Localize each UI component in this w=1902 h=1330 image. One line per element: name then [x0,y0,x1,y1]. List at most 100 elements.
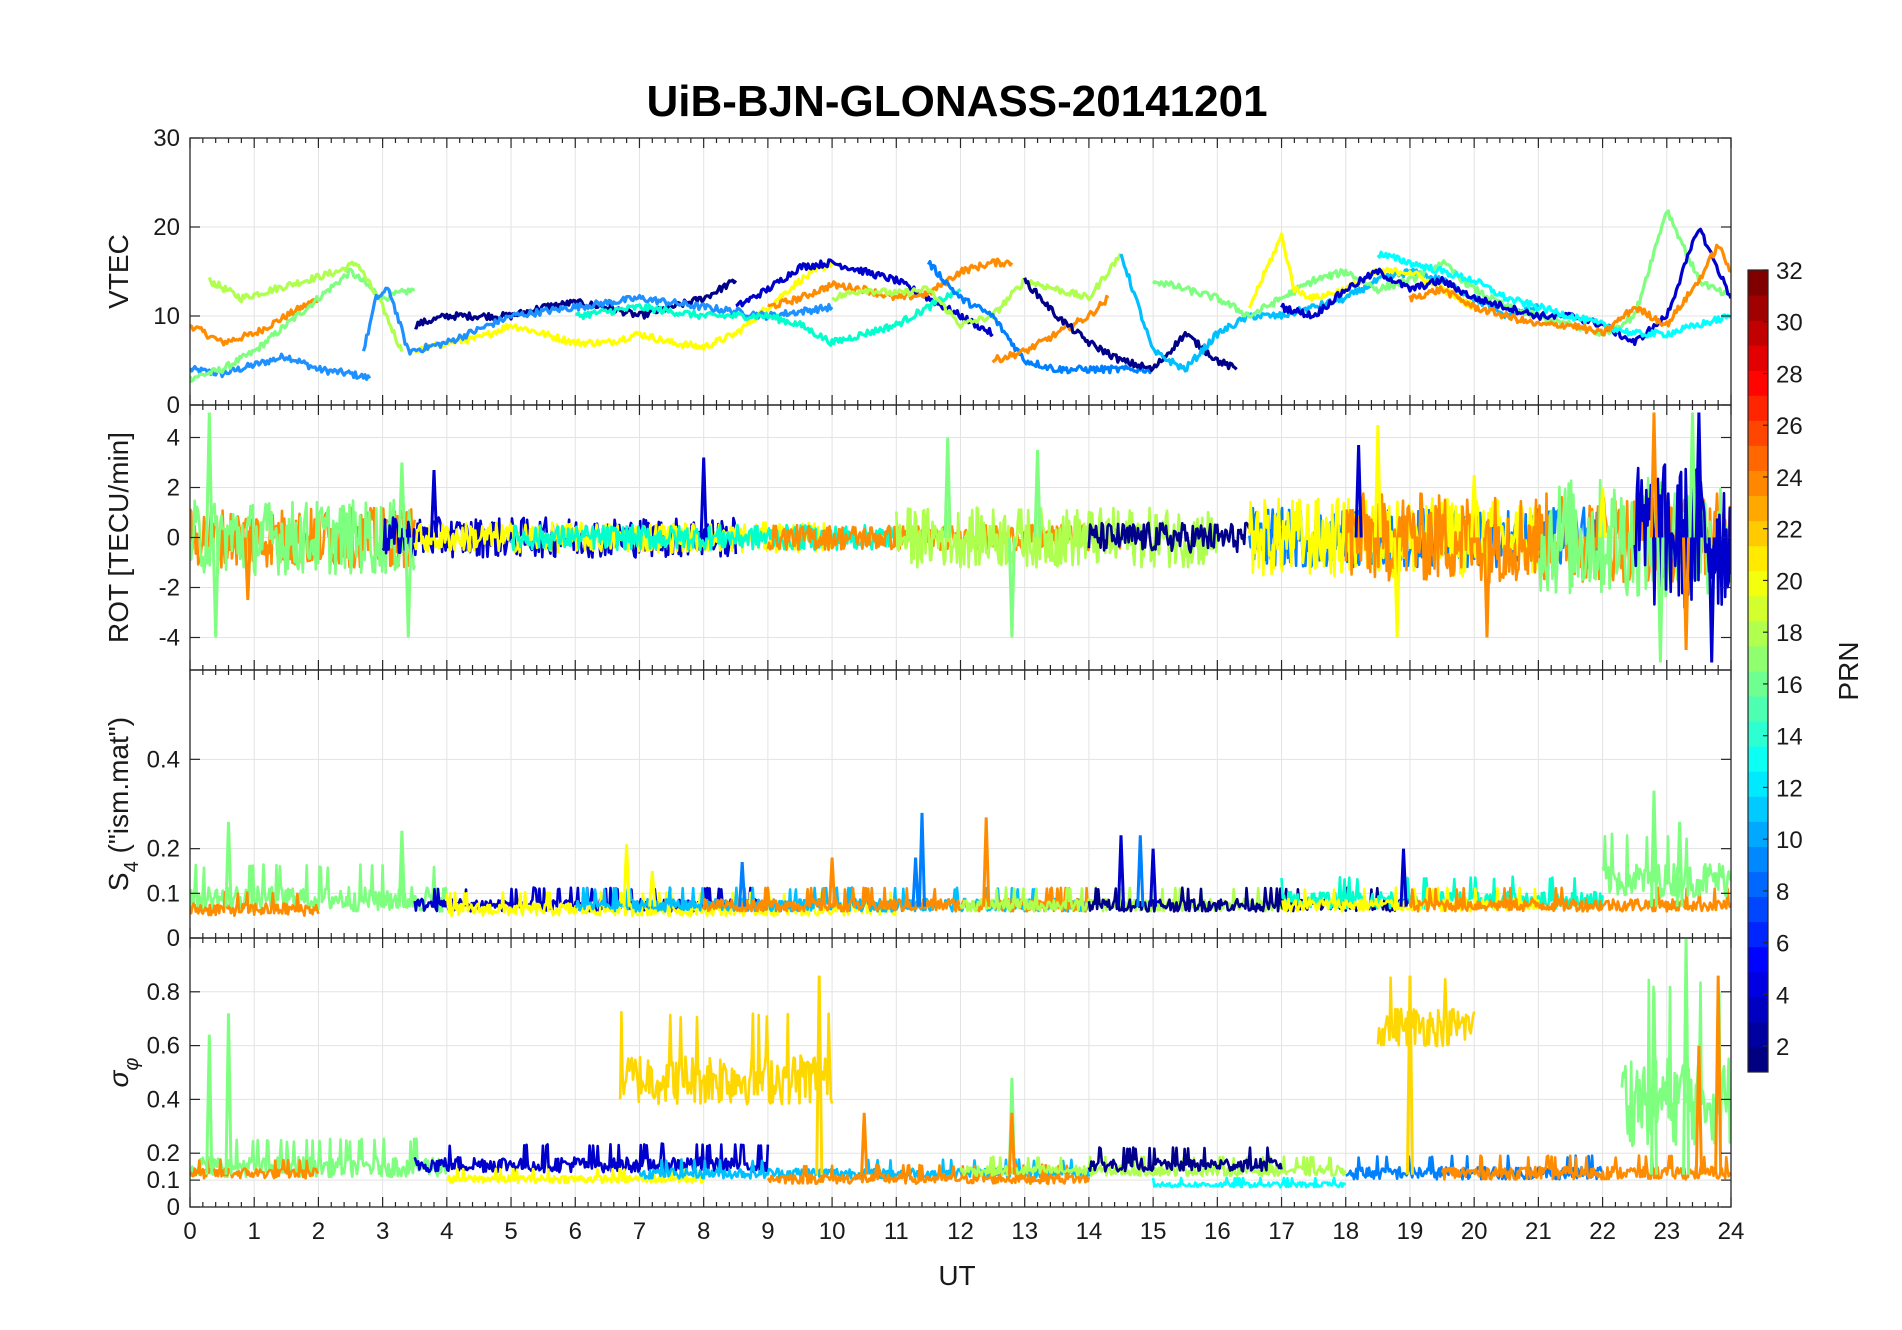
y-tick-label: 0.1 [147,1167,180,1194]
colorbar-tick-label: 14 [1776,724,1803,751]
y-tick-label: 0.1 [147,880,180,907]
s4-series-line [1601,832,1731,899]
spike-mark [1682,537,1691,651]
sigma-series-line [1440,1154,1731,1181]
spike-mark [1649,790,1658,907]
x-tick-label: 22 [1589,1218,1616,1245]
colorbar-swatch [1748,620,1768,647]
spike-mark [404,537,413,638]
colorbar-swatch [1748,470,1768,497]
colorbar-swatch [1748,395,1768,421]
spike-mark [917,812,926,907]
x-tick-label: 12 [947,1218,974,1245]
vtec-series-line [1376,250,1731,339]
x-tick-label: 7 [633,1218,646,1245]
y-tick-label: 0.4 [147,746,180,773]
colorbar-swatch [1748,445,1768,471]
colorbar-tick-label: 32 [1776,258,1803,285]
spike-mark [943,437,952,538]
x-ticks [189,670,1732,938]
y-tick-label: 0 [167,392,180,419]
sigma-series-line [190,1137,449,1179]
colorbar-swatch [1748,996,1768,1023]
colorbar-swatch [1748,270,1768,296]
spike-mark [1405,975,1414,1175]
y-axis-label: ROT [TECU/min] [103,432,134,643]
spike-mark [1707,537,1716,663]
spike-mark [1149,848,1158,907]
x-tick-label: 24 [1718,1218,1745,1245]
colorbar-tick-label: 24 [1776,465,1803,492]
rot-series-line [190,498,416,577]
spike-mark [1470,474,1479,538]
data-layer [190,412,1731,663]
spike-mark [1694,412,1703,538]
colorbar-tick-label: 20 [1776,568,1803,595]
spike-mark [828,857,837,907]
spike-mark [1136,835,1145,907]
panel-vtec: 0 10 20 30 VTEC [103,125,1732,419]
gridlines [189,405,1732,670]
colorbar-swatch [1748,570,1768,597]
sigma-series-line [766,1163,1091,1186]
x-tick-label: 20 [1461,1218,1488,1245]
colorbar-swatch [1748,1046,1768,1073]
colorbar-swatch [1748,771,1768,797]
y-tick-label: 10 [153,303,180,330]
colorbar-swatch [1748,495,1768,522]
colorbar-swatch [1748,545,1768,572]
x-tick-label: 13 [1011,1218,1038,1245]
sigma-series-line [1620,978,1731,1148]
colorbar-swatch [1748,1021,1768,1048]
spike-mark [397,830,406,907]
vtec-series-line [1408,243,1731,337]
y-tick-label: 0 [167,1194,180,1221]
sigma-series-line [446,1167,705,1185]
x-tick-label: 17 [1268,1218,1295,1245]
x-tick-label: 14 [1076,1218,1103,1245]
x-axis-label: UT [938,1260,975,1291]
y-tick-label: -4 [159,625,180,652]
spike-mark [1482,537,1492,638]
colorbar-tick-label: 6 [1776,931,1789,958]
y-tick-label: 0.6 [147,1033,180,1060]
y-tick-label: 0 [167,525,180,552]
y-ticks [190,991,1731,1208]
spike-mark [738,862,747,907]
vtec-series-line [190,297,320,347]
rot-series-line [1344,492,1731,584]
x-tick-label: 10 [819,1218,846,1245]
y-tick-label: 0.2 [147,1140,180,1167]
vtec-series-line [831,252,1123,329]
sigma-series-line [413,1142,770,1174]
s4-series-line [413,886,769,913]
spike-mark [1373,424,1382,538]
colorbar-frame [1747,269,1769,1073]
colorbar-swatch [1748,645,1768,672]
vtec-series-line [190,352,372,381]
spike-mark [1354,444,1363,538]
sigma-series-line [618,1010,834,1106]
spike-mark [1682,938,1691,1175]
panel-s4: 0 0.1 0.2 0.4S4 ("ism.mat") [103,669,1732,952]
spike-mark [243,537,252,601]
colorbar-swatch [1748,796,1768,822]
x-tick-label: 6 [569,1218,582,1245]
data-layer [190,209,1731,383]
vtec-series-line [991,294,1110,364]
spike-mark [1007,537,1016,638]
colorbar-swatch [1748,520,1768,547]
spike-mark [1656,537,1665,663]
x-ticks [189,138,1732,405]
x-tick-label: 11 [884,1218,909,1245]
spike-mark [1117,835,1126,907]
spike-mark [1598,487,1607,538]
sigma-series-line [1151,1176,1346,1189]
colorbar-tick-label: 10 [1776,827,1803,854]
colorbar-tick-label: 28 [1776,361,1803,388]
spike-mark [397,462,406,538]
y-tick-label: -2 [159,575,180,602]
colorbar-swatch [1748,295,1768,321]
